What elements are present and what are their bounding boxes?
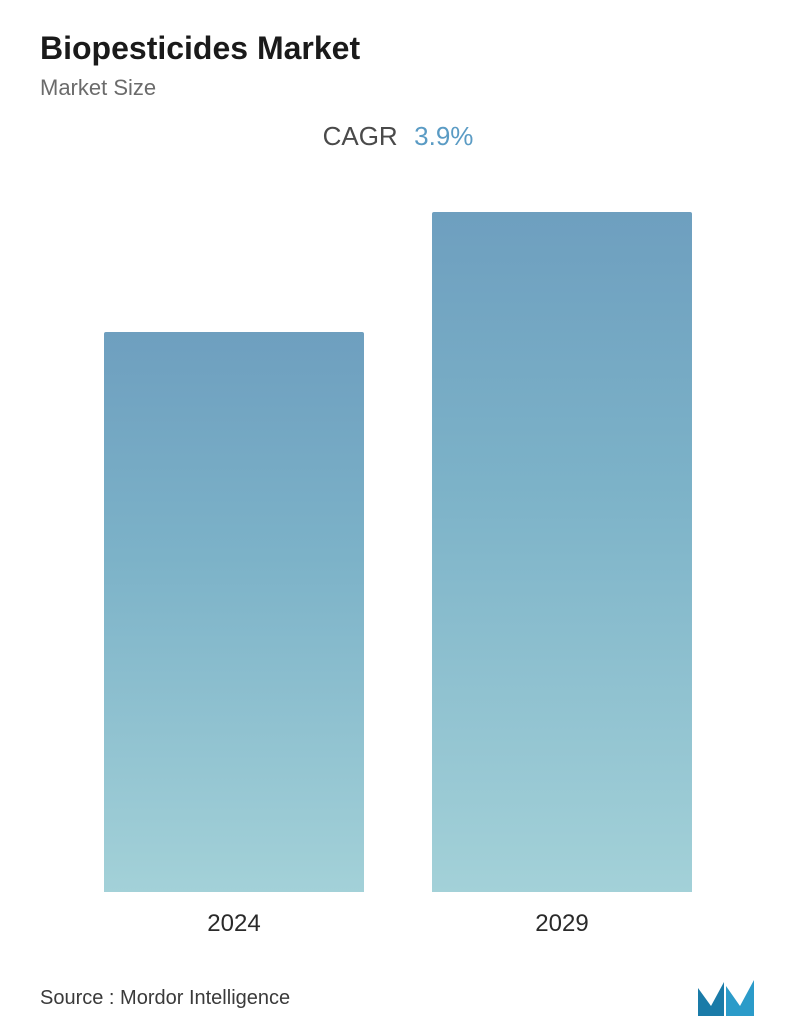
cagr-label: CAGR <box>323 121 398 151</box>
bar-2029 <box>432 212 692 892</box>
cagr-indicator: CAGR 3.9% <box>40 121 756 152</box>
bar-group-2024: 2024 <box>104 332 364 938</box>
chart-container: Biopesticides Market Market Size CAGR 3.… <box>0 0 796 1034</box>
chart-footer: Source : Mordor Intelligence <box>40 958 756 1018</box>
mordor-logo-icon <box>696 978 756 1018</box>
bar-label-2024: 2024 <box>207 910 260 938</box>
chart-subtitle: Market Size <box>40 75 756 101</box>
bar-group-2029: 2029 <box>432 212 692 938</box>
bar-label-2029: 2029 <box>535 910 588 938</box>
bar-2024 <box>104 332 364 892</box>
bar-chart: 2024 2029 <box>40 212 756 958</box>
cagr-value: 3.9% <box>414 121 473 151</box>
chart-title: Biopesticides Market <box>40 30 756 67</box>
source-text: Source : Mordor Intelligence <box>40 987 290 1010</box>
